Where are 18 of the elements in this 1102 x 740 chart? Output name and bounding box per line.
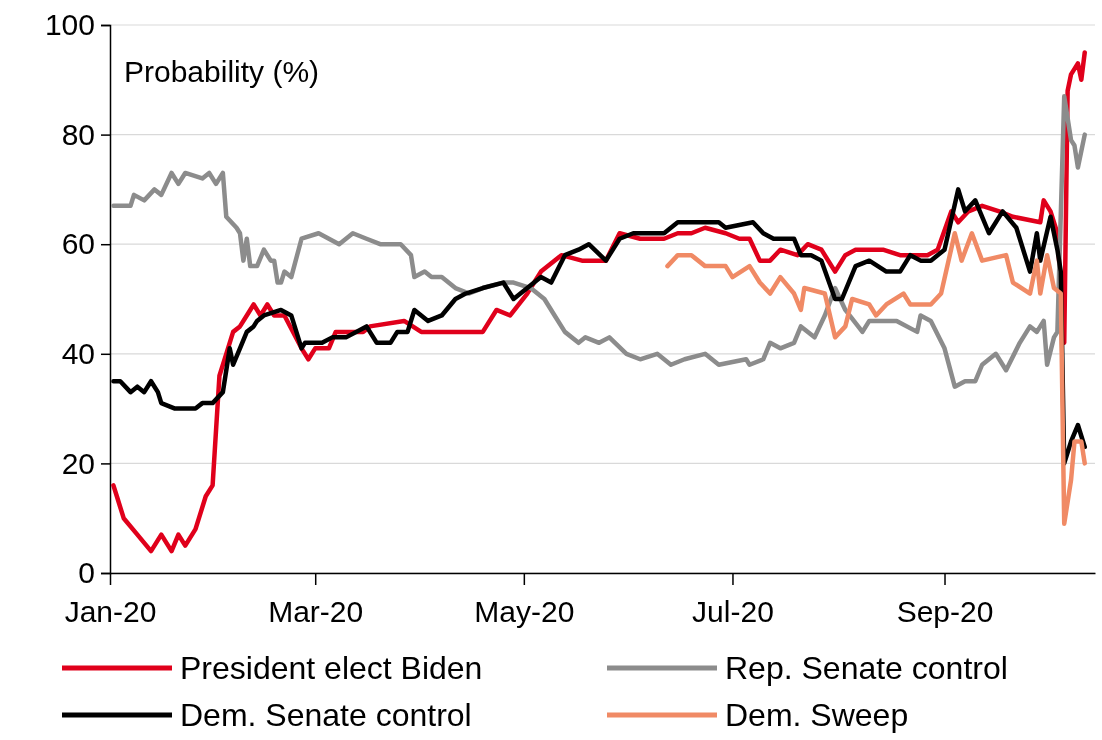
y-tick-label: 20 — [61, 446, 95, 480]
line-series — [665, 230, 1087, 526]
y-axis-title: Probability (%) — [124, 55, 320, 88]
line-series — [111, 93, 1087, 389]
x-tick-label: Sep-20 — [896, 595, 994, 629]
legend-label: President elect Biden — [180, 650, 483, 686]
legend-label: Dem. Senate control — [180, 697, 472, 733]
y-tick-label: 40 — [61, 336, 95, 370]
x-tick-label: May-20 — [474, 595, 575, 629]
y-tick-label: 60 — [61, 227, 95, 261]
legend-label: Rep. Senate control — [725, 650, 1008, 686]
x-tick-label: Jan-20 — [64, 595, 157, 629]
y-tick-label: 100 — [44, 8, 95, 42]
legend-label: Dem. Sweep — [725, 697, 909, 733]
y-tick-label: 80 — [61, 117, 95, 151]
x-tick-label: Jul-20 — [692, 595, 774, 629]
x-tick-label: Mar-20 — [268, 595, 364, 629]
y-tick-label: 0 — [78, 556, 95, 590]
